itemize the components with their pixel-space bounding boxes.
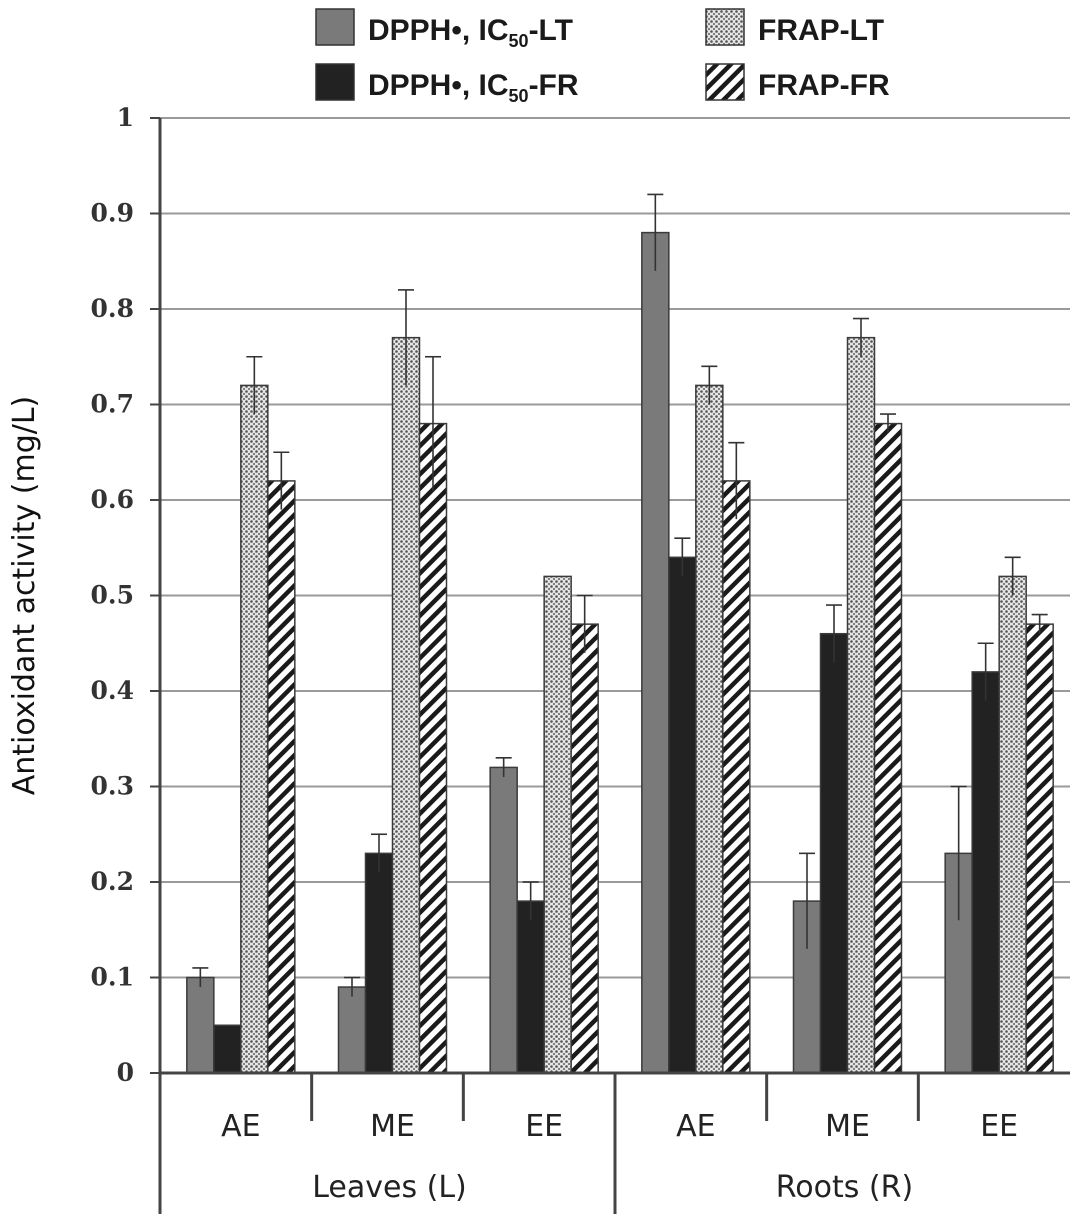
- bar-dotted-4: [846, 336, 876, 1074]
- bar-diagonal-stripes-4: [873, 422, 903, 1074]
- group-label: Leaves (L): [312, 1170, 467, 1205]
- labels: 0 0.1 0.2 0.3 0.4 0.5 0.6 0.7 0.8 0.9 1 Antioxidant…: [7, 103, 1018, 1205]
- bar-dotted-0: [240, 384, 269, 1074]
- y-tick-label: 0.5: [91, 581, 135, 610]
- legend-label: FRAP-LT: [758, 14, 884, 47]
- bar-diagonal-stripes-1: [418, 422, 448, 1074]
- legend-label: DPPH•, IC50-LT: [368, 14, 573, 51]
- legend: DPPH•, IC50-LT DPPH•, IC50-FR FRAP-LT FRAP-…: [315, 8, 890, 106]
- legend-swatch-solid-gray: [315, 8, 355, 46]
- legend-swatch-diagonal-stripes: [705, 63, 745, 101]
- bar-solid-gray-3: [641, 231, 670, 1074]
- bar-diagonal-stripes-3: [722, 480, 751, 1074]
- category-label: ME: [825, 1109, 870, 1144]
- bar-dotted-1: [391, 336, 421, 1074]
- bar-solid-black-5: [971, 671, 1000, 1074]
- y-tick-label: 0.8: [91, 294, 135, 323]
- legend-swatch-solid-black: [315, 63, 355, 101]
- bar-diagonal-stripes-2: [570, 623, 599, 1074]
- y-axis-title: Antioxidant activity (mg/L): [7, 396, 42, 796]
- y-tick-label: 0.9: [91, 199, 135, 228]
- bar-dotted-3: [695, 384, 724, 1074]
- bar-solid-black-4: [819, 632, 849, 1074]
- y-tick-label: 0.6: [91, 485, 135, 514]
- bar-solid-gray-0: [186, 976, 215, 1074]
- category-label: EE: [525, 1109, 563, 1144]
- legend-swatch-dotted: [705, 8, 745, 46]
- axes: [150, 117, 1070, 1214]
- y-tick-label: 0.2: [91, 867, 135, 896]
- y-tick-label: 1: [117, 103, 134, 132]
- bar-solid-black-1: [364, 852, 394, 1074]
- bar-solid-gray-1: [337, 986, 367, 1074]
- y-tick-label: 0.7: [91, 390, 135, 419]
- y-tick-label: 0: [117, 1058, 134, 1087]
- bar-dotted-5: [998, 575, 1027, 1074]
- category-label: ME: [370, 1109, 415, 1144]
- y-tick-label: 0.3: [91, 772, 135, 801]
- bar-diagonal-stripes-5: [1025, 623, 1054, 1074]
- legend-label: FRAP-FR: [758, 69, 890, 102]
- gridlines: [160, 117, 1070, 979]
- y-tick-label: 0.1: [91, 963, 135, 992]
- bars: [186, 193, 1054, 1074]
- bar-solid-black-2: [516, 900, 545, 1074]
- legend-label: DPPH•, IC50-FR: [368, 69, 579, 106]
- category-label: EE: [980, 1109, 1018, 1144]
- bar-dotted-2: [543, 575, 572, 1074]
- y-tick-label: 0.4: [91, 676, 135, 705]
- category-label: AE: [676, 1109, 715, 1144]
- bar-solid-gray-2: [489, 766, 518, 1074]
- category-label: AE: [221, 1109, 260, 1144]
- bar-solid-black-3: [668, 556, 697, 1074]
- bar-solid-black-0: [213, 1024, 242, 1074]
- bar-diagonal-stripes-0: [267, 480, 296, 1074]
- group-label: Roots (R): [776, 1170, 913, 1205]
